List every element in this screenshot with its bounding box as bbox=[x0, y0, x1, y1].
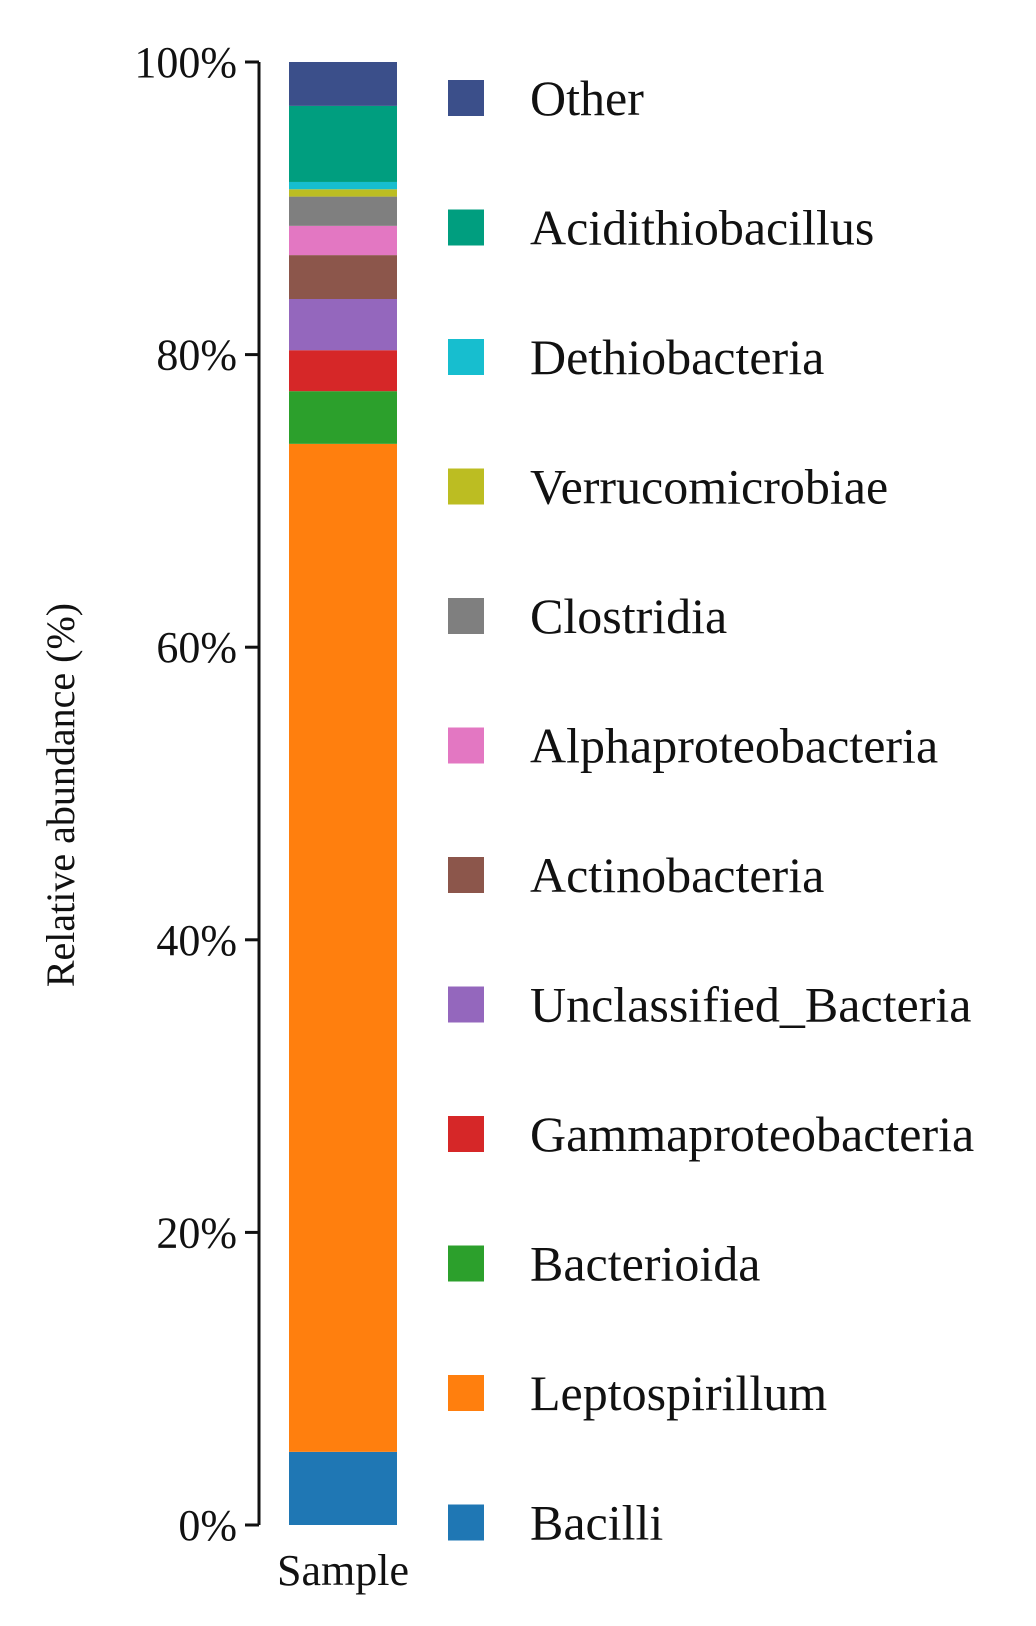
bar-segment-bacilli bbox=[289, 1451, 397, 1525]
legend-label: Unclassified_Bacteria bbox=[530, 977, 971, 1033]
legend-label: Leptospirillum bbox=[530, 1365, 827, 1421]
legend-swatch bbox=[448, 1245, 484, 1282]
bar-segment-actinobacteria bbox=[289, 255, 397, 300]
bar-segment-gammaproteobacteria bbox=[289, 350, 397, 392]
y-axis: 0% 20% 40% 60% 80% 100% bbox=[134, 38, 261, 1550]
y-axis-title: Relative abundance (%) bbox=[38, 603, 83, 987]
bar-segment-alphaproteobacteria bbox=[289, 225, 397, 256]
y-tick-label: 60% bbox=[156, 623, 237, 672]
bar-segment-other bbox=[289, 62, 397, 106]
legend-label: Gammaproteobacteria bbox=[530, 1106, 974, 1162]
legend-swatch bbox=[448, 339, 484, 375]
bar-segment-bacterioida bbox=[289, 391, 397, 444]
legend-label: Bacterioida bbox=[530, 1236, 760, 1292]
legend-swatch bbox=[448, 80, 484, 116]
legend-label: Actinobacteria bbox=[530, 847, 824, 903]
legend-label: Acidithiobacillus bbox=[530, 200, 874, 256]
legend-swatch bbox=[448, 727, 484, 764]
bar-segment-acidithiobacillus bbox=[289, 105, 397, 182]
bar-segment-leptospirillum bbox=[289, 443, 397, 1452]
legend-label: Clostridia bbox=[530, 588, 727, 644]
legend-swatch bbox=[448, 1375, 484, 1411]
y-tick-label: 80% bbox=[156, 331, 237, 380]
y-tick-label: 20% bbox=[156, 1208, 237, 1257]
bar-segments bbox=[289, 62, 397, 1525]
legend-label: Dethiobacteria bbox=[530, 329, 824, 385]
bar-segment-unclassified-bacteria bbox=[289, 299, 397, 351]
legend-label: Other bbox=[530, 70, 644, 126]
x-category-label: Sample bbox=[277, 1546, 409, 1595]
y-tick-label: 0% bbox=[178, 1501, 237, 1550]
y-tick-label: 100% bbox=[134, 38, 237, 87]
legend-label: Alphaproteobacteria bbox=[530, 718, 938, 774]
bar-segment-clostridia bbox=[289, 196, 397, 226]
legend-swatch bbox=[448, 986, 484, 1023]
legend-swatch bbox=[448, 209, 484, 246]
legend-swatch bbox=[448, 857, 484, 893]
legend: Other Acidithiobacillus Dethiobacteria Verr… bbox=[448, 70, 974, 1551]
bar-segment-dethiobacteria bbox=[289, 181, 397, 190]
legend-swatch bbox=[448, 468, 484, 505]
legend-label: Verrucomicrobiae bbox=[530, 459, 888, 515]
legend-swatch bbox=[448, 1116, 484, 1152]
legend-swatch bbox=[448, 1504, 484, 1541]
legend-label: Bacilli bbox=[530, 1495, 663, 1551]
legend-swatch bbox=[448, 598, 484, 634]
bar-segment-verrucomicrobiae bbox=[289, 189, 397, 197]
x-category-labels: Sample bbox=[277, 1546, 409, 1595]
y-tick-label: 40% bbox=[156, 916, 237, 965]
